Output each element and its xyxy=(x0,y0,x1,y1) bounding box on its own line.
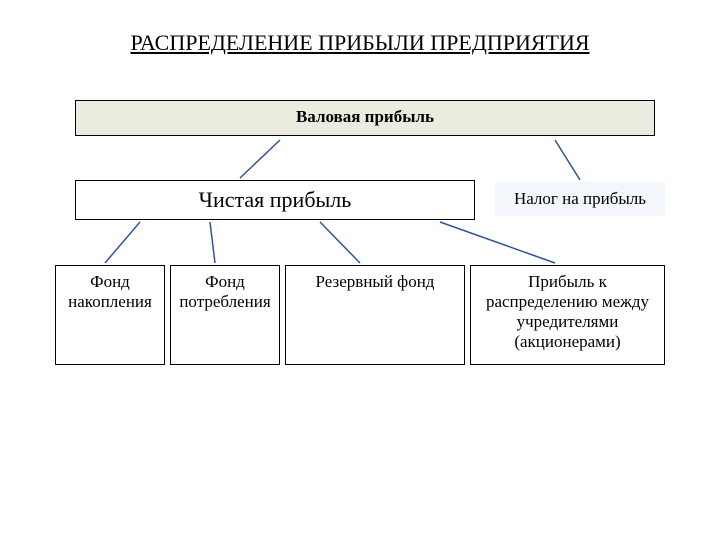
node-label: Чистая прибыль xyxy=(199,187,352,213)
node-net-profit: Чистая прибыль xyxy=(75,180,475,220)
node-reserve-fund: Резервный фонд xyxy=(285,265,465,365)
connector-line xyxy=(555,140,580,180)
node-consumption-fund: Фонд потребления xyxy=(170,265,280,365)
node-label: Налог на прибыль xyxy=(514,189,646,209)
node-label: Фонд потребления xyxy=(175,272,275,312)
node-accumulation-fund: Фонд накопления xyxy=(55,265,165,365)
connector-line xyxy=(440,222,555,263)
connector-line xyxy=(240,140,280,178)
node-tax: Налог на прибыль xyxy=(495,182,665,216)
connector-line xyxy=(210,222,215,263)
connector-line xyxy=(105,222,140,263)
page-title: РАСПРЕДЕЛЕНИЕ ПРИБЫЛИ ПРЕДПРИЯТИЯ xyxy=(0,30,720,56)
node-label: Резервный фонд xyxy=(316,272,435,292)
node-label: Валовая прибыль xyxy=(296,107,434,127)
node-gross-profit: Валовая прибыль xyxy=(75,100,655,136)
connector-line xyxy=(320,222,360,263)
node-distribution: Прибыль к распределению между учредителя… xyxy=(470,265,665,365)
node-label: Фонд накопления xyxy=(60,272,160,312)
node-label: Прибыль к распределению между учредителя… xyxy=(475,272,660,352)
